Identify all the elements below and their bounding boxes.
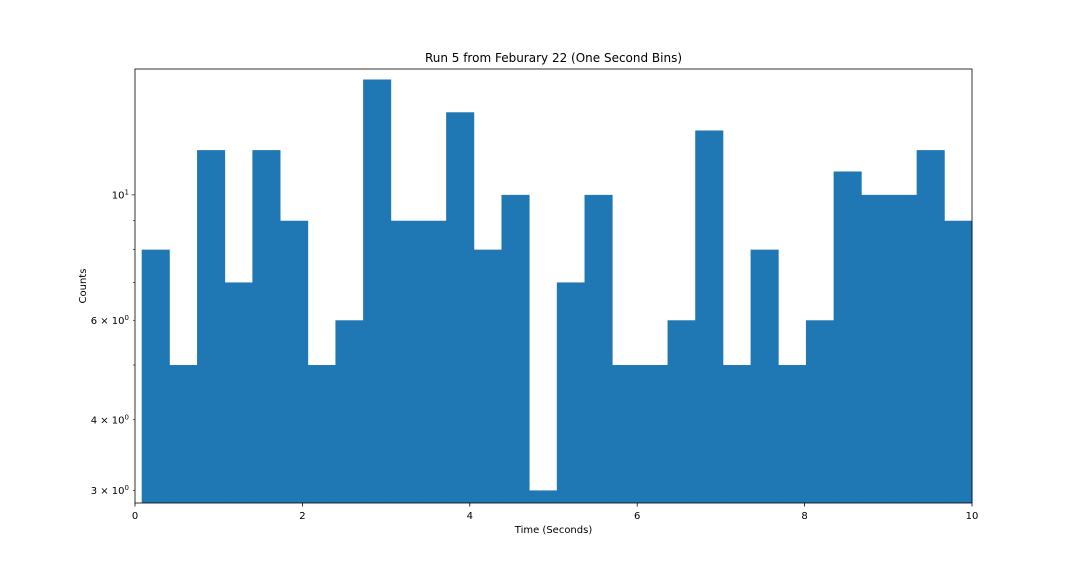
x-tick-label: 2	[299, 511, 305, 522]
x-axis: 0 2 4 6 8 10	[132, 503, 979, 522]
histogram-bar	[861, 194, 890, 503]
histogram-bar	[778, 365, 807, 503]
histogram-bar	[529, 490, 558, 503]
histogram-bar	[944, 220, 973, 504]
histogram-bar	[280, 220, 309, 504]
histogram-bar	[252, 150, 281, 503]
x-tick-label: 6	[634, 511, 640, 522]
histogram-bar	[307, 365, 336, 503]
y-tick-label: 101	[112, 188, 129, 201]
histogram-bar	[833, 171, 862, 504]
histogram-bar	[612, 365, 641, 503]
bars-group	[141, 79, 973, 504]
histogram-bar	[335, 320, 364, 503]
x-tick-label: 8	[801, 511, 807, 522]
histogram-bar	[363, 79, 392, 503]
histogram-bar	[390, 220, 419, 504]
y-axis-label: Counts	[78, 269, 89, 304]
histogram-bar	[750, 249, 779, 503]
histogram-bar	[639, 365, 668, 503]
histogram-bar	[556, 282, 585, 503]
histogram-bar	[501, 194, 530, 503]
y-tick-label: 4 × 100	[91, 413, 129, 426]
histogram-bar	[888, 194, 918, 503]
histogram-bar	[473, 249, 502, 503]
x-axis-label: Time (Seconds)	[514, 525, 593, 536]
histogram-bar	[584, 194, 613, 503]
histogram-bar	[224, 282, 253, 503]
histogram-bar	[667, 320, 696, 503]
x-tick-label: 0	[132, 511, 138, 522]
histogram-bar	[722, 365, 751, 503]
y-tick-label: 3 × 100	[91, 484, 129, 497]
histogram-bar	[695, 130, 724, 504]
x-tick-label: 10	[966, 511, 979, 522]
histogram-bar	[805, 320, 835, 503]
histogram-bar	[141, 249, 170, 503]
y-axis: 101 3 × 100 4 × 100 6 × 100	[91, 188, 135, 497]
chart-title: Run 5 from Feburary 22 (One Second Bins)	[425, 51, 682, 65]
histogram-bar	[916, 150, 945, 503]
y-tick-label: 6 × 100	[91, 314, 129, 327]
plot-frame	[134, 68, 973, 504]
histogram-bar	[197, 150, 226, 503]
x-tick-label: 4	[467, 511, 473, 522]
histogram-bar	[446, 112, 475, 503]
histogram-bar	[418, 220, 447, 504]
histogram-bar	[169, 365, 198, 503]
